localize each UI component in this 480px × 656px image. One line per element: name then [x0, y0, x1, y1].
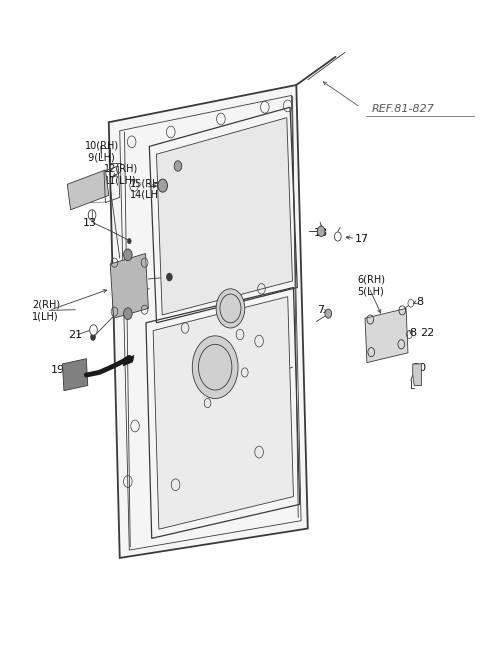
Text: 3: 3 — [203, 413, 210, 422]
Text: 17: 17 — [355, 234, 369, 243]
Circle shape — [123, 308, 132, 319]
Text: 12(RH)
11(LH): 12(RH) 11(LH) — [104, 164, 138, 185]
Text: 20: 20 — [412, 363, 426, 373]
Circle shape — [158, 179, 168, 192]
Circle shape — [90, 325, 97, 335]
Polygon shape — [109, 85, 308, 558]
Text: 8: 8 — [409, 327, 417, 338]
Polygon shape — [62, 359, 88, 391]
Text: 16: 16 — [171, 158, 185, 169]
Text: 15(RH)
14(LH): 15(RH) 14(LH) — [130, 178, 165, 199]
Text: 21: 21 — [68, 329, 83, 340]
Text: 19: 19 — [50, 365, 65, 375]
Text: 10(RH)
 9(LH): 10(RH) 9(LH) — [85, 141, 119, 163]
Polygon shape — [365, 308, 408, 363]
Polygon shape — [156, 117, 292, 315]
Circle shape — [325, 309, 332, 318]
Circle shape — [192, 336, 238, 399]
Circle shape — [174, 161, 182, 171]
Polygon shape — [123, 356, 134, 366]
Polygon shape — [153, 297, 293, 529]
Circle shape — [91, 334, 96, 340]
Circle shape — [317, 226, 325, 237]
Polygon shape — [110, 253, 148, 318]
Text: 8: 8 — [417, 297, 424, 307]
Text: 6(RH)
5(LH): 6(RH) 5(LH) — [357, 275, 385, 297]
Text: 7: 7 — [318, 305, 324, 316]
Circle shape — [123, 249, 132, 260]
Circle shape — [216, 289, 245, 328]
Polygon shape — [67, 170, 109, 210]
Text: 4: 4 — [241, 383, 248, 393]
Text: REF.81-827: REF.81-827 — [371, 104, 434, 114]
Text: 13: 13 — [83, 218, 96, 228]
Text: 22: 22 — [420, 327, 435, 338]
Text: 18: 18 — [314, 228, 328, 238]
Polygon shape — [413, 364, 421, 386]
Text: 2(RH)
1(LH): 2(RH) 1(LH) — [33, 300, 60, 321]
Circle shape — [127, 239, 131, 244]
Circle shape — [167, 273, 172, 281]
